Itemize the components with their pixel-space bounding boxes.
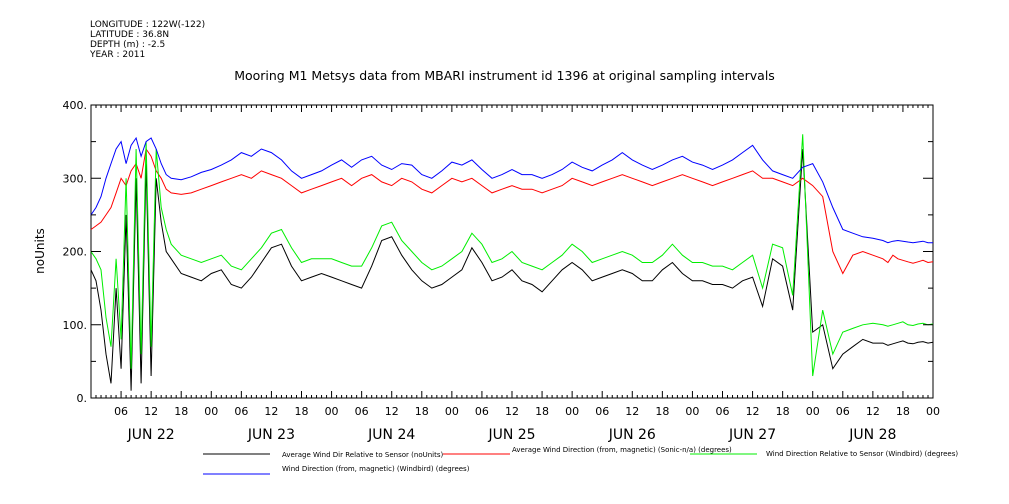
day-labels: JUN 22 JUN 23 JUN 24 JUN 25 JUN 26 JUN 27 JUN … xyxy=(127,427,897,443)
x-tick-label: 12 xyxy=(746,405,760,418)
latitude-text: LATITUDE : 36.8N xyxy=(90,30,170,40)
legend-label-2: Average Wind Direction (from, magnetic) … xyxy=(512,446,732,454)
legend: Average Wind Dir Relative to Sensor (noU… xyxy=(203,446,958,475)
x-tick-label: 18 xyxy=(415,405,429,418)
day-label: JUN 25 xyxy=(487,427,535,443)
metadata-block: LONGITUDE : 122W(-122) LATITUDE : 36.8N … xyxy=(90,20,205,60)
x-tick-label: 06 xyxy=(595,405,609,418)
x-tick-label: 00 xyxy=(685,405,699,418)
x-tick-label: 00 xyxy=(806,405,820,418)
x-tick-label: 12 xyxy=(625,405,639,418)
legend-label-4: Wind Direction (from, magnetic) (Windbir… xyxy=(282,465,470,473)
x-tick-label: 12 xyxy=(866,405,880,418)
day-label: JUN 22 xyxy=(127,427,175,443)
x-tick-label: 18 xyxy=(174,405,188,418)
x-tick-label: 18 xyxy=(535,405,549,418)
x-tick-label: 06 xyxy=(355,405,369,418)
x-tick-label: 00 xyxy=(926,405,940,418)
series-line-4 xyxy=(90,136,933,244)
y-tick-label: 200. xyxy=(63,246,88,259)
x-tick-label: 06 xyxy=(716,405,730,418)
series-line-2 xyxy=(90,147,934,275)
y-tick-label: 300. xyxy=(63,172,88,185)
x-tick-label: 06 xyxy=(234,405,248,418)
day-label: JUN 26 xyxy=(608,427,656,443)
y-axis-label: noUnits xyxy=(33,228,47,274)
x-tick-label: 06 xyxy=(836,405,850,418)
day-label: JUN 24 xyxy=(367,427,415,443)
day-label: JUN 27 xyxy=(728,427,776,443)
depth-text: DEPTH (m) : -2.5 xyxy=(90,40,166,50)
x-tick-label: 18 xyxy=(655,405,669,418)
x-tick-label: 00 xyxy=(325,405,339,418)
y-axis: 0. 100. 200. 300. 400. xyxy=(63,99,933,405)
x-tick-label: 12 xyxy=(144,405,158,418)
day-label: JUN 23 xyxy=(247,427,295,443)
series-line-3 xyxy=(90,134,934,377)
series-line-1 xyxy=(90,148,934,391)
chart-title: Mooring M1 Metsys data from MBARI instru… xyxy=(234,68,775,83)
day-label: JUN 28 xyxy=(848,427,896,443)
y-tick-label: 100. xyxy=(63,319,88,332)
legend-label-1: Average Wind Dir Relative to Sensor (noU… xyxy=(282,451,443,459)
x-tick-label: 12 xyxy=(264,405,278,418)
x-tick-label: 00 xyxy=(565,405,579,418)
legend-label-3: Wind Direction Relative to Sensor (Windb… xyxy=(766,450,958,458)
x-tick-label: 06 xyxy=(475,405,489,418)
x-tick-label: 06 xyxy=(114,405,128,418)
x-tick-label: 18 xyxy=(776,405,790,418)
x-tick-label: 18 xyxy=(896,405,910,418)
y-tick-label: 400. xyxy=(63,99,88,112)
x-axis: 06 12 18 00 06 12 18 00 06 12 18 00 06 12 18 00 06 12 18 00… xyxy=(90,105,940,418)
x-tick-label: 12 xyxy=(385,405,399,418)
longitude-text: LONGITUDE : 122W(-122) xyxy=(90,20,206,30)
year-text: YEAR : 2011 xyxy=(90,50,146,60)
x-tick-label: 00 xyxy=(204,405,218,418)
x-tick-label: 12 xyxy=(505,405,519,418)
x-tick-label: 18 xyxy=(295,405,309,418)
series-layer xyxy=(90,134,934,391)
x-tick-label: 00 xyxy=(445,405,459,418)
y-tick-label: 0. xyxy=(77,392,88,405)
